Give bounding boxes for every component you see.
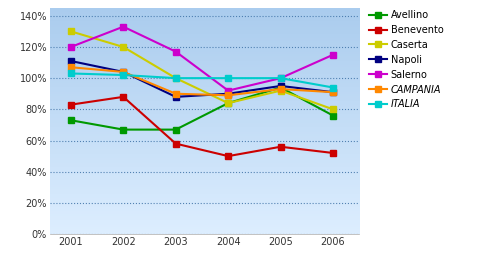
CAMPANIA: [330, 91, 336, 94]
Line: CAMPANIA: CAMPANIA: [68, 64, 336, 98]
Line: Benevento: Benevento: [68, 94, 336, 159]
CAMPANIA: [277, 88, 283, 91]
Salerno: [68, 45, 74, 49]
Napoli: [68, 59, 74, 63]
Legend: Avellino, Benevento, Caserta, Napoli, Salerno, CAMPANIA, ITALIA: Avellino, Benevento, Caserta, Napoli, Sa…: [367, 8, 445, 111]
Caserta: [330, 108, 336, 111]
Line: ITALIA: ITALIA: [68, 71, 336, 90]
Benevento: [173, 142, 179, 145]
ITALIA: [173, 77, 179, 80]
Salerno: [330, 53, 336, 56]
Caserta: [68, 30, 74, 33]
CAMPANIA: [225, 94, 231, 97]
Avellino: [277, 86, 283, 89]
Benevento: [330, 151, 336, 155]
ITALIA: [277, 77, 283, 80]
Benevento: [120, 95, 126, 98]
ITALIA: [225, 77, 231, 80]
Napoli: [173, 95, 179, 98]
ITALIA: [330, 86, 336, 89]
Caserta: [225, 102, 231, 105]
Caserta: [277, 89, 283, 92]
Line: Salerno: Salerno: [68, 24, 336, 93]
Napoli: [225, 92, 231, 95]
Avellino: [68, 119, 74, 122]
Benevento: [68, 103, 74, 106]
ITALIA: [120, 73, 126, 77]
Line: Napoli: Napoli: [68, 58, 336, 100]
Benevento: [225, 155, 231, 158]
Caserta: [120, 45, 126, 49]
Benevento: [277, 145, 283, 148]
Line: Avellino: Avellino: [68, 85, 336, 132]
Napoli: [120, 70, 126, 73]
Avellino: [330, 114, 336, 117]
Salerno: [225, 89, 231, 92]
Salerno: [120, 25, 126, 28]
Avellino: [120, 128, 126, 131]
Salerno: [277, 77, 283, 80]
Line: Caserta: Caserta: [68, 28, 336, 112]
Avellino: [173, 128, 179, 131]
ITALIA: [68, 72, 74, 75]
Salerno: [173, 50, 179, 53]
CAMPANIA: [173, 92, 179, 95]
Avellino: [225, 102, 231, 105]
Napoli: [277, 84, 283, 88]
CAMPANIA: [120, 70, 126, 73]
CAMPANIA: [68, 66, 74, 69]
Napoli: [330, 91, 336, 94]
Caserta: [173, 77, 179, 80]
